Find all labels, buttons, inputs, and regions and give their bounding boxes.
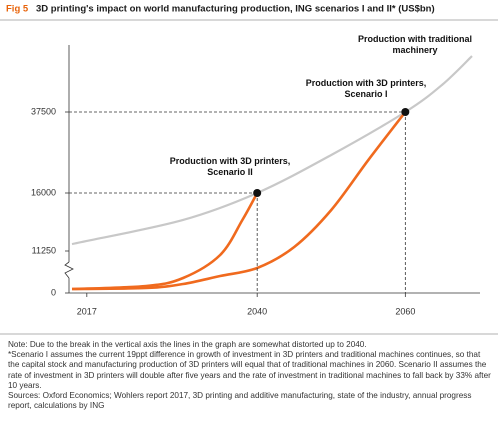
series-label: Production with 3D printers, Scenario I bbox=[305, 78, 427, 99]
x-tick-label: 2040 bbox=[247, 306, 267, 316]
chart-title: 3D printing's impact on world manufactur… bbox=[36, 4, 435, 15]
notes: Note: Due to the break in the vertical a… bbox=[8, 340, 492, 411]
y-tick-label: 16000 bbox=[31, 187, 56, 197]
x-tick-label: 2060 bbox=[395, 306, 415, 316]
series-label-text: Production with 3D printers, Scenario I bbox=[305, 78, 427, 99]
series-label-text: Production with traditional machinery bbox=[358, 34, 472, 55]
line-series bbox=[71, 111, 407, 291]
y-tick-label: 0 bbox=[51, 287, 56, 297]
footnote: *Scenario I assumes the current 19ppt di… bbox=[8, 350, 491, 390]
y-tick-label: 11250 bbox=[32, 245, 56, 255]
x-tick-label: 2017 bbox=[77, 306, 97, 316]
axis-break bbox=[64, 261, 74, 279]
line-series bbox=[71, 55, 473, 246]
chart: Fig 5 3D printing's impact on world manu… bbox=[0, 4, 498, 335]
note: Note: Due to the break in the vertical a… bbox=[8, 340, 367, 349]
series-label-text: Production with 3D printers, Scenario II bbox=[169, 156, 291, 177]
series-label: Production with 3D printers, Scenario II bbox=[169, 156, 291, 177]
point-marker bbox=[401, 108, 410, 116]
sources: Sources: Oxford Economics; Wohlers repor… bbox=[8, 391, 472, 411]
series-label: Production with traditional machinery bbox=[358, 34, 472, 55]
y-tick-label: 37500 bbox=[31, 106, 56, 116]
point-marker bbox=[253, 189, 262, 197]
line-series bbox=[71, 192, 259, 291]
figure-label: Fig 5 bbox=[6, 4, 29, 15]
